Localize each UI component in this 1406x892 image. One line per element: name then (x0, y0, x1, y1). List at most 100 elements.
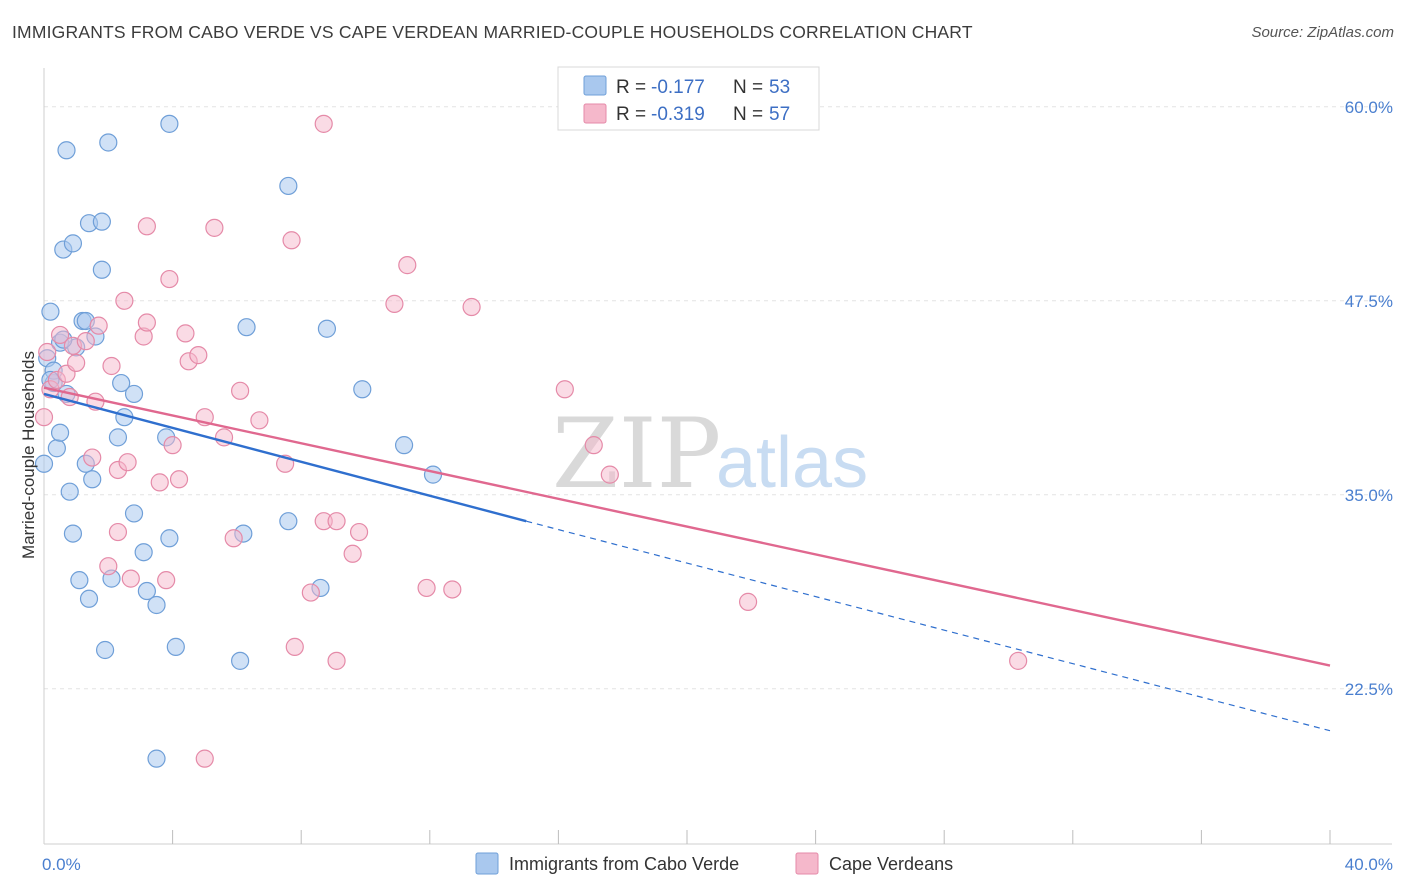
point-cape-verdeans-50 (443, 580, 462, 599)
point-cape-verdeans-4 (50, 325, 70, 345)
point-cabo-verde-33 (134, 543, 153, 562)
point-cape-verdeans-57 (314, 114, 333, 133)
point-cabo-verde-38 (160, 529, 179, 548)
legend-n-value-blue: 53 (769, 77, 790, 98)
point-cabo-verde-11 (60, 482, 79, 501)
legend-n-value-pink: 57 (769, 104, 790, 125)
point-cape-verdeans-26 (163, 436, 182, 455)
point-cabo-verde-48 (353, 380, 372, 399)
point-cape-verdeans-48 (398, 256, 417, 275)
point-cape-verdeans-44 (327, 651, 346, 670)
bottom-legend-swatch-pink (795, 852, 819, 875)
point-cape-verdeans-52 (555, 380, 574, 399)
point-cabo-verde-50 (423, 465, 443, 484)
legend-n-label: N = (733, 77, 763, 98)
point-cabo-verde-12 (63, 234, 83, 253)
point-cabo-verde-44 (279, 512, 298, 531)
legend-r-label: R = (616, 104, 646, 125)
point-cape-verdeans-54 (600, 465, 619, 484)
point-cabo-verde-36 (147, 749, 166, 768)
point-cabo-verde-45 (279, 176, 298, 196)
point-cabo-verde-31 (124, 384, 144, 404)
series-cabo-verde-points (34, 114, 443, 768)
y-axis-label: Married-couple Households (19, 351, 38, 559)
point-cape-verdeans-23 (150, 473, 169, 492)
point-cape-verdeans-14 (102, 356, 121, 376)
point-cabo-verde-41 (231, 651, 250, 670)
point-cape-verdeans-39 (282, 231, 301, 250)
point-cape-verdeans-8 (67, 353, 86, 372)
y-tick-label-3: 60.0% (1345, 98, 1393, 117)
point-cape-verdeans-49 (417, 578, 436, 598)
legend-n-label: N = (733, 104, 763, 125)
point-cabo-verde-49 (394, 436, 414, 455)
point-cape-verdeans-45 (343, 544, 362, 563)
point-cabo-verde-0 (34, 454, 54, 473)
point-cape-verdeans-18 (118, 453, 137, 472)
point-cape-verdeans-43 (327, 512, 346, 531)
watermark-atlas: atlas (716, 423, 868, 503)
point-cape-verdeans-17 (115, 291, 134, 310)
bottom-legend-label-cape-verdeans: Cape Verdeans (829, 854, 953, 874)
x-tick-label-1: 40.0% (1345, 855, 1393, 874)
point-cabo-verde-32 (124, 504, 144, 523)
point-cape-verdeans-13 (99, 557, 118, 576)
y-tick-label-0: 22.5% (1345, 680, 1393, 699)
source-credit: Source: ZipAtlas.com (1251, 24, 1394, 41)
point-cabo-verde-34 (137, 581, 156, 601)
point-cape-verdeans-36 (231, 381, 250, 400)
point-cabo-verde-5 (47, 439, 66, 458)
point-cape-verdeans-24 (157, 571, 176, 590)
bottom-legend-swatch-blue (475, 852, 499, 875)
x-tick-labels: 0.0% 40.0% (42, 855, 1393, 874)
point-cape-verdeans-21 (137, 313, 156, 332)
point-cabo-verde-2 (41, 302, 60, 321)
trend-line-cabo-verde-extension (526, 520, 1331, 732)
point-cape-verdeans-46 (349, 522, 369, 542)
point-cabo-verde-47 (317, 319, 337, 338)
point-cape-verdeans-10 (83, 448, 102, 467)
point-cabo-verde-25 (95, 640, 115, 660)
point-cape-verdeans-37 (250, 411, 269, 430)
point-cape-verdeans-33 (205, 218, 224, 237)
bottom-legend-label-cabo-verde: Immigrants from Cabo Verde (509, 854, 739, 874)
point-cape-verdeans-35 (224, 529, 243, 548)
point-cabo-verde-21 (83, 470, 102, 489)
point-cape-verdeans-51 (462, 297, 481, 317)
legend-r-value-blue: -0.177 (651, 77, 705, 98)
point-cape-verdeans-27 (169, 470, 189, 489)
point-cabo-verde-24 (92, 260, 111, 279)
point-cape-verdeans-30 (189, 346, 208, 365)
y-tick-label-1: 35.0% (1345, 486, 1393, 505)
x-tick-label-0: 0.0% (42, 855, 81, 874)
point-cabo-verde-26 (99, 133, 118, 152)
point-cape-verdeans-9 (76, 332, 95, 351)
y-tick-labels: 22.5% 35.0% 47.5% 60.0% (1345, 98, 1393, 699)
point-cape-verdeans-1 (38, 342, 57, 362)
point-cabo-verde-39 (160, 114, 179, 133)
point-cabo-verde-23 (92, 212, 111, 231)
point-cape-verdeans-55 (738, 592, 758, 611)
point-cape-verdeans-16 (108, 522, 128, 542)
point-cape-verdeans-19 (121, 569, 140, 588)
point-cape-verdeans-53 (584, 436, 603, 455)
legend-swatch-blue (583, 75, 607, 96)
watermark-zip: ZIP (552, 398, 721, 510)
point-cabo-verde-43 (237, 318, 256, 337)
point-cape-verdeans-56 (1009, 651, 1028, 670)
chart-title: IMMIGRANTS FROM CABO VERDE VS CAPE VERDE… (12, 22, 973, 42)
trend-lines (43, 386, 1331, 732)
trend-line-cape-verdeans (43, 386, 1331, 667)
point-cape-verdeans-0 (34, 408, 54, 427)
point-cape-verdeans-41 (301, 583, 320, 602)
point-cabo-verde-29 (112, 373, 131, 393)
point-cabo-verde-40 (166, 637, 185, 656)
point-cape-verdeans-47 (385, 294, 404, 314)
series-cape-verdeans-points (34, 114, 1028, 768)
point-cape-verdeans-22 (137, 217, 156, 236)
point-cabo-verde-7 (50, 423, 70, 442)
point-cape-verdeans-32 (195, 749, 214, 768)
point-cape-verdeans-28 (176, 324, 195, 343)
trend-line-cabo-verde (43, 392, 527, 523)
